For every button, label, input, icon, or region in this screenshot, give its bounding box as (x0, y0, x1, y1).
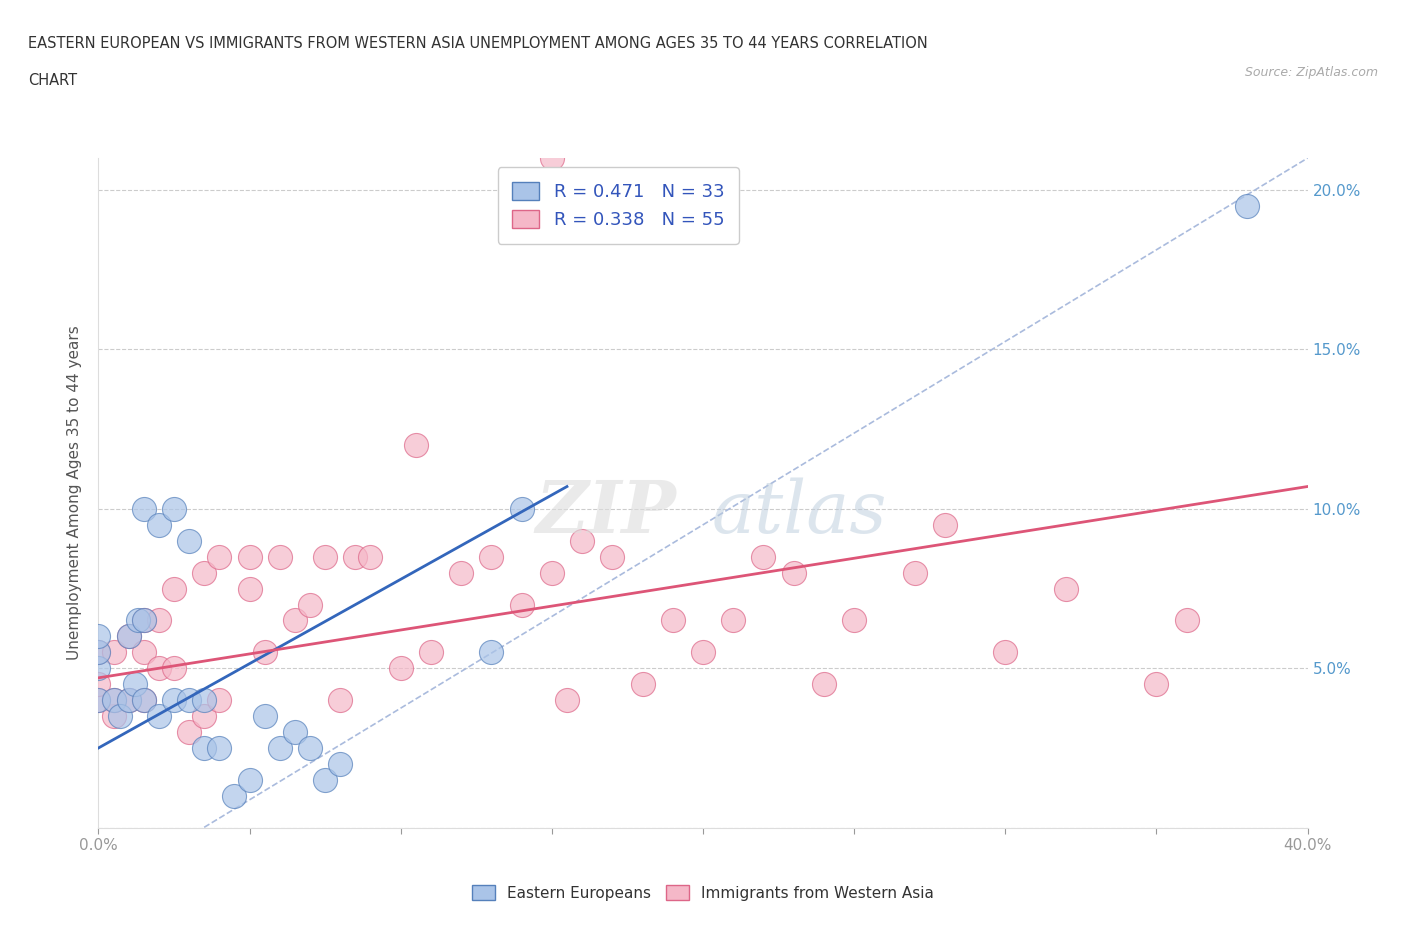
Point (269, 550, 291, 565)
Point (108, 709, 131, 724)
Point (269, 740, 291, 755)
Point (934, 517, 956, 532)
Text: atlas: atlas (711, 478, 887, 549)
Point (148, 661, 170, 676)
Point (132, 693, 155, 708)
Point (132, 644, 155, 659)
Point (118, 629, 141, 644)
Point (1236, 198, 1258, 213)
Point (87, 661, 110, 676)
Point (1144, 677, 1167, 692)
Point (299, 740, 322, 755)
Point (405, 438, 427, 453)
Point (148, 613, 170, 628)
Point (510, 501, 533, 516)
Point (420, 644, 443, 659)
Y-axis label: Unemployment Among Ages 35 to 44 years: Unemployment Among Ages 35 to 44 years (67, 326, 83, 660)
Point (844, 613, 866, 628)
Point (208, 693, 231, 708)
Text: Source: ZipAtlas.com: Source: ZipAtlas.com (1244, 66, 1378, 79)
Point (87, 693, 110, 708)
Point (148, 517, 170, 532)
Point (329, 756, 352, 771)
Point (103, 644, 125, 659)
Point (224, 789, 246, 804)
Point (481, 550, 503, 565)
Point (87, 644, 110, 659)
Point (208, 740, 231, 755)
Point (132, 693, 155, 708)
Point (163, 501, 186, 516)
Point (555, 693, 578, 708)
Point (813, 677, 835, 692)
Point (239, 773, 262, 788)
Point (571, 533, 593, 548)
Point (1175, 613, 1198, 628)
Point (163, 581, 186, 596)
Point (163, 693, 186, 708)
Point (193, 693, 215, 708)
Point (179, 693, 201, 708)
Point (193, 740, 215, 755)
Text: EASTERN EUROPEAN VS IMMIGRANTS FROM WESTERN ASIA UNEMPLOYMENT AMONG AGES 35 TO 4: EASTERN EUROPEAN VS IMMIGRANTS FROM WEST… (28, 36, 928, 51)
Point (87, 644, 110, 659)
Point (450, 565, 472, 580)
Point (631, 677, 654, 692)
Point (540, 151, 562, 166)
Point (329, 693, 352, 708)
Point (148, 709, 170, 724)
Point (602, 550, 624, 565)
Point (904, 565, 927, 580)
Point (253, 709, 276, 724)
Point (540, 565, 562, 580)
Text: CHART: CHART (28, 73, 77, 88)
Point (179, 724, 201, 739)
Point (179, 533, 201, 548)
Point (87, 629, 110, 644)
Point (723, 613, 745, 628)
Point (662, 613, 685, 628)
Point (127, 613, 149, 628)
Point (284, 724, 307, 739)
Point (87, 677, 110, 692)
Point (103, 693, 125, 708)
Point (389, 661, 412, 676)
Point (163, 661, 186, 676)
Point (118, 693, 141, 708)
Legend: R = 0.471   N = 33, R = 0.338   N = 55: R = 0.471 N = 33, R = 0.338 N = 55 (498, 167, 740, 244)
Point (299, 597, 322, 612)
Point (132, 613, 155, 628)
Point (314, 550, 336, 565)
Point (132, 501, 155, 516)
Point (752, 550, 775, 565)
Point (239, 581, 262, 596)
Point (118, 693, 141, 708)
Text: ZIP: ZIP (536, 477, 676, 549)
Point (87, 693, 110, 708)
Point (510, 597, 533, 612)
Point (284, 613, 307, 628)
Point (344, 550, 367, 565)
Point (124, 677, 146, 692)
Point (994, 644, 1017, 659)
Point (360, 550, 382, 565)
Point (132, 613, 155, 628)
Point (481, 644, 503, 659)
Point (208, 550, 231, 565)
Point (253, 644, 276, 659)
Point (783, 565, 806, 580)
Point (193, 709, 215, 724)
Point (103, 693, 125, 708)
Point (692, 644, 714, 659)
Point (193, 565, 215, 580)
Legend: Eastern Europeans, Immigrants from Western Asia: Eastern Europeans, Immigrants from Weste… (465, 879, 941, 907)
Point (1054, 581, 1077, 596)
Point (314, 773, 336, 788)
Point (239, 550, 262, 565)
Point (103, 709, 125, 724)
Point (118, 629, 141, 644)
